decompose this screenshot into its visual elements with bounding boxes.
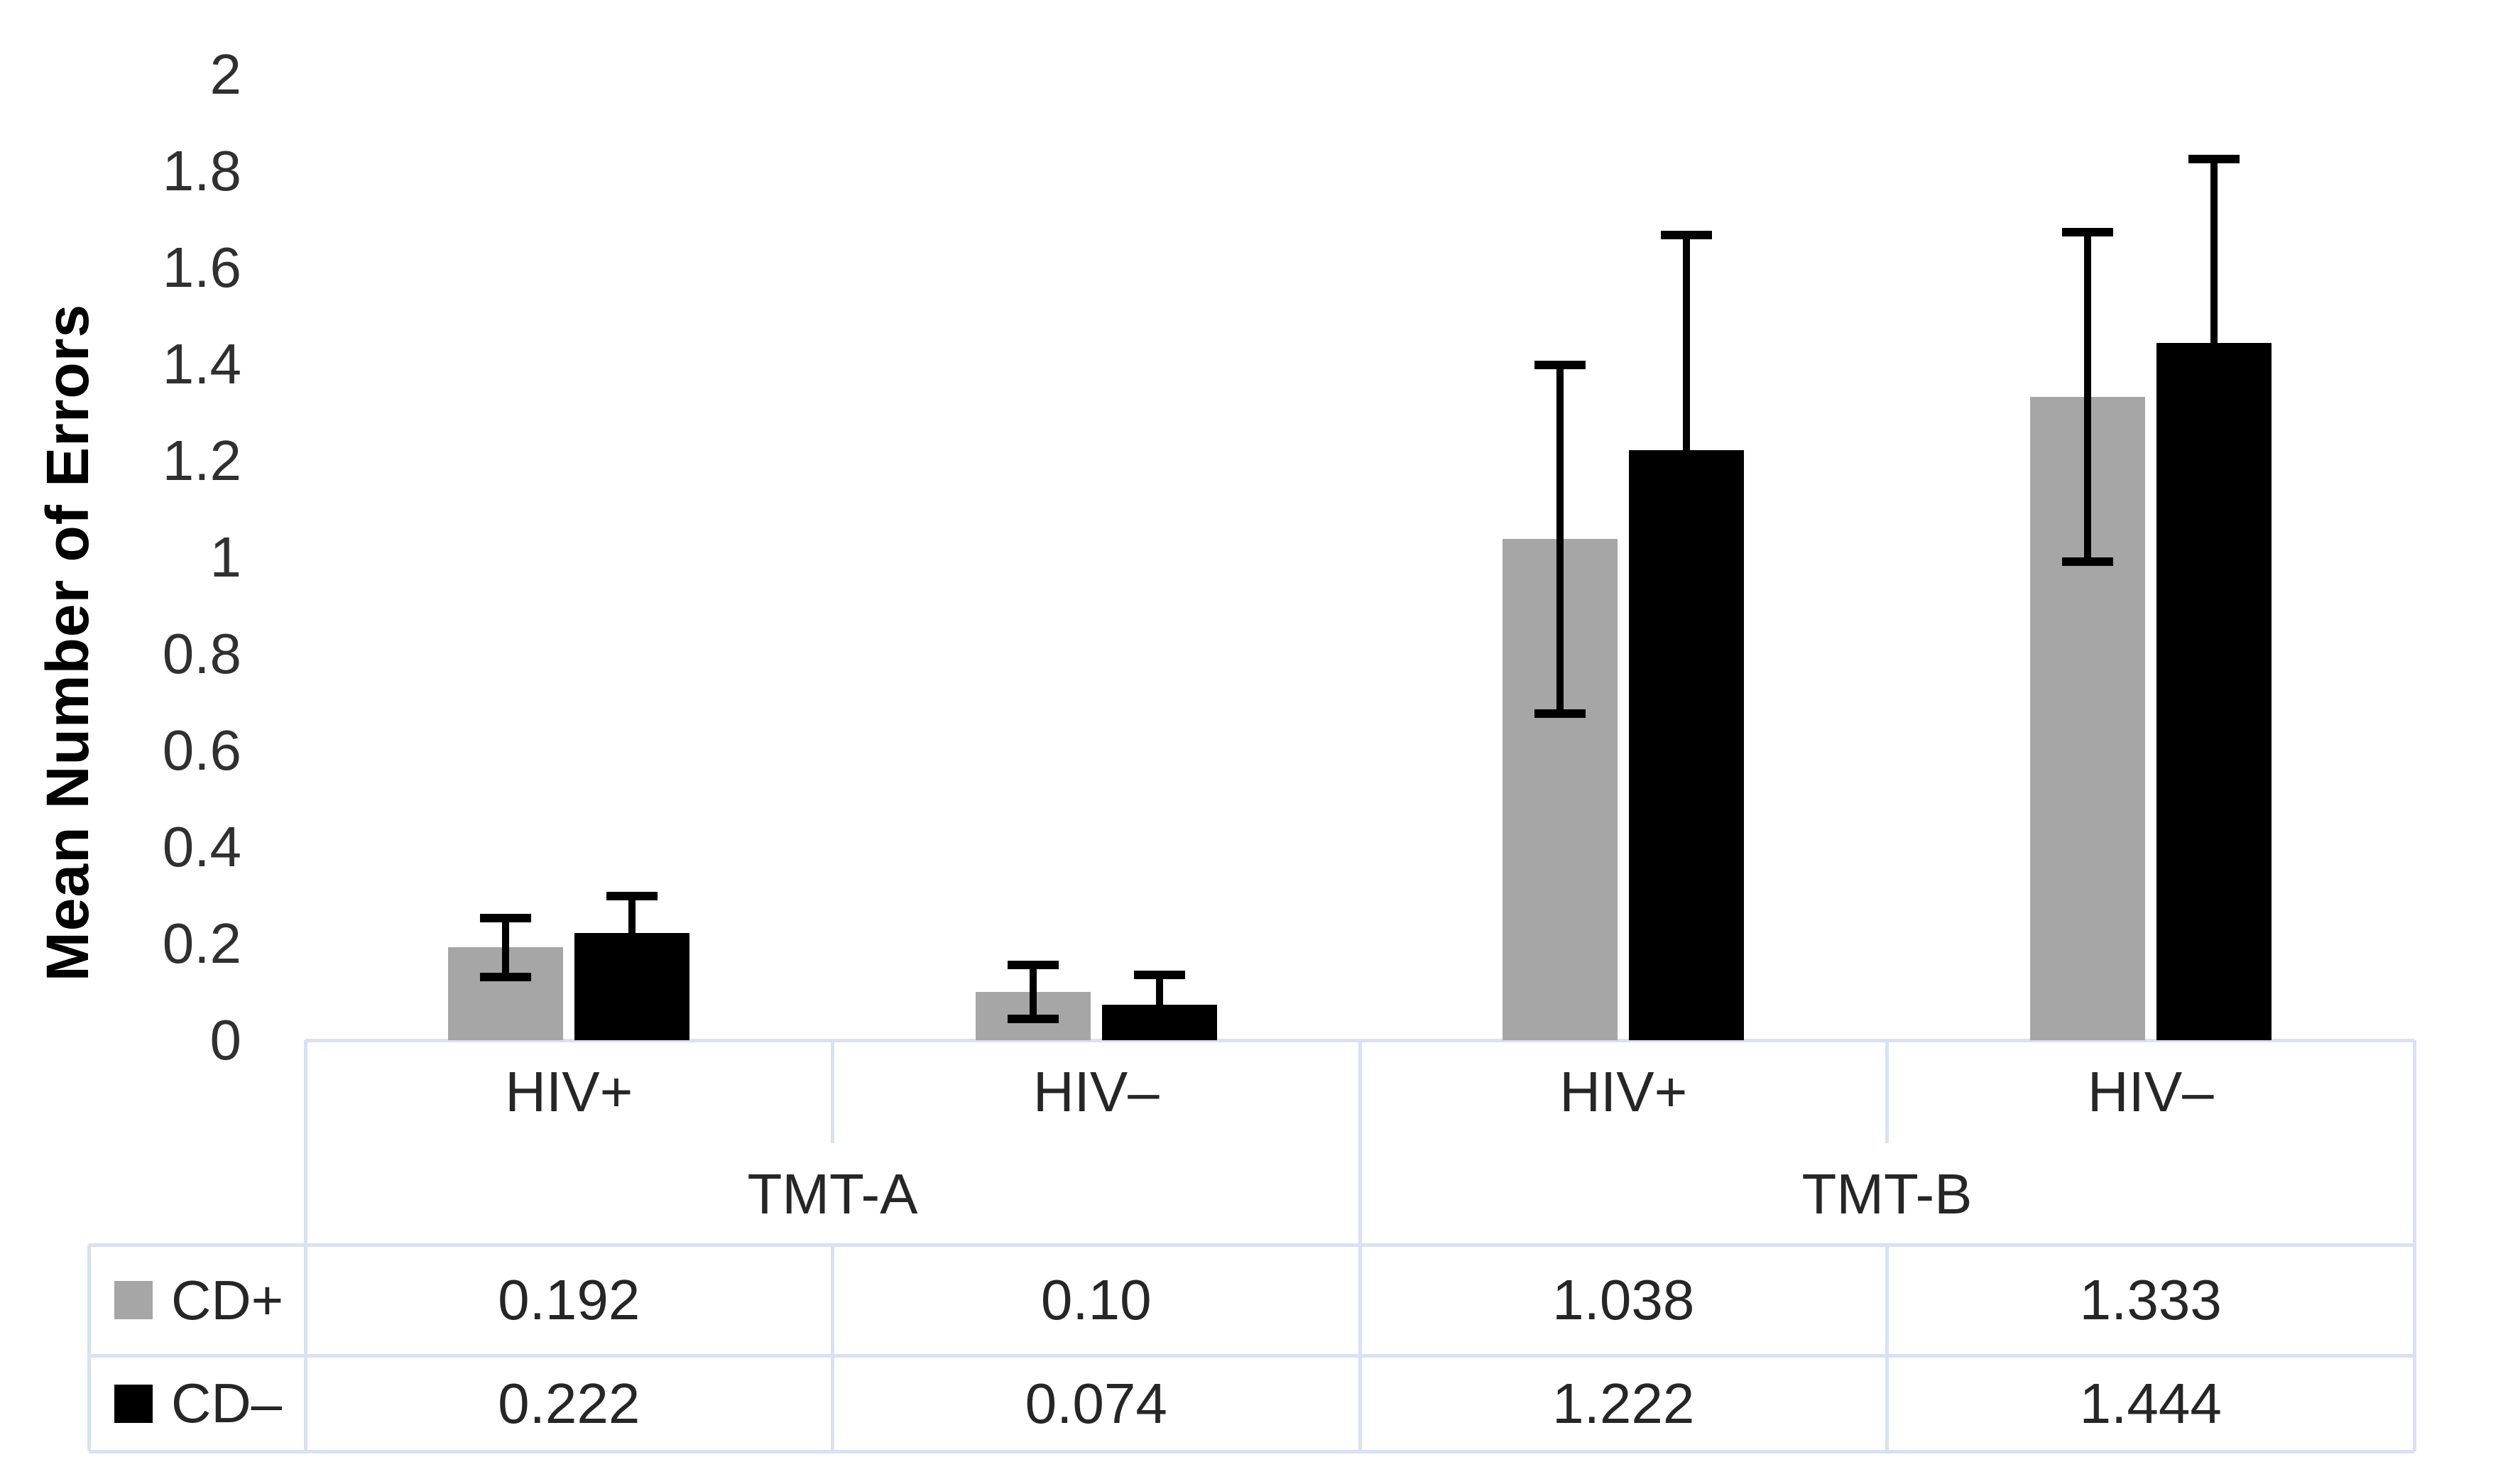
error-bar-cdminus-1 xyxy=(1133,971,1185,1039)
legend-item-cdminus: CD– xyxy=(89,1355,305,1451)
error-bar-cdplus-0 xyxy=(480,913,532,982)
y-tick-label: 1.4 xyxy=(162,332,241,395)
legend-swatch-cdminus xyxy=(114,1384,153,1423)
y-tick-label: 0.6 xyxy=(162,719,241,782)
category-label-0: HIV+ xyxy=(505,1060,633,1123)
category-label-3: HIV– xyxy=(2087,1060,2214,1123)
error-bar-cdminus-0 xyxy=(606,892,658,974)
y-tick-label: 0 xyxy=(209,1008,242,1071)
value-cell-cdminus-3: 1.444 xyxy=(2079,1372,2222,1435)
table-row-divider xyxy=(89,1353,2414,1358)
y-tick-label: 1.2 xyxy=(162,429,241,492)
category-divider-stub xyxy=(1885,1040,1889,1143)
y-tick-label: 0.2 xyxy=(162,912,241,975)
value-cell-cdplus-2: 1.038 xyxy=(1552,1268,1695,1331)
table-left-border xyxy=(303,1040,307,1451)
group-divider xyxy=(1358,1040,1362,1451)
table-bottom-border xyxy=(89,1449,2414,1453)
legend-item-cdplus: CD+ xyxy=(89,1245,305,1355)
value-cell-cdminus-2: 1.222 xyxy=(1552,1372,1695,1435)
error-bar-cdminus-2 xyxy=(1661,230,1713,670)
legend-label: CD+ xyxy=(171,1268,284,1331)
y-tick-label: 1.6 xyxy=(162,236,241,299)
error-bar-cdplus-3 xyxy=(2061,227,2113,566)
group-label-tmtminusa: TMT-A xyxy=(747,1162,918,1226)
value-cell-cdplus-3: 1.333 xyxy=(2079,1268,2222,1331)
y-tick-label: 1 xyxy=(209,525,242,589)
category-label-2: HIV+ xyxy=(1559,1060,1688,1123)
value-column-divider xyxy=(1885,1245,1889,1451)
legend-column-left-border xyxy=(87,1245,91,1451)
y-tick-label: 1.8 xyxy=(162,139,241,202)
y-tick-label: 2 xyxy=(209,43,242,106)
error-bar-cdplus-2 xyxy=(1534,360,1586,718)
category-divider-stub xyxy=(831,1040,834,1143)
value-cell-cdplus-1: 0.10 xyxy=(1040,1268,1152,1331)
value-cell-cdplus-0: 0.192 xyxy=(498,1268,640,1331)
value-cell-cdminus-1: 0.074 xyxy=(1025,1372,1167,1435)
legend-swatch-cdplus xyxy=(114,1281,153,1319)
value-column-divider xyxy=(831,1245,834,1451)
error-bar-cdplus-1 xyxy=(1007,960,1059,1024)
category-label-1: HIV– xyxy=(1032,1060,1160,1123)
error-bar-cdminus-3 xyxy=(2188,154,2240,532)
y-tick-label: 0.4 xyxy=(162,815,241,878)
group-label-tmtminusb: TMT-B xyxy=(1801,1162,1973,1226)
y-tick-label: 0.8 xyxy=(162,622,241,685)
legend-label: CD– xyxy=(171,1372,283,1434)
value-cell-cdminus-0: 0.222 xyxy=(498,1372,640,1435)
table-right-border xyxy=(2412,1040,2416,1451)
table-header-bottom-border xyxy=(89,1243,2414,1247)
